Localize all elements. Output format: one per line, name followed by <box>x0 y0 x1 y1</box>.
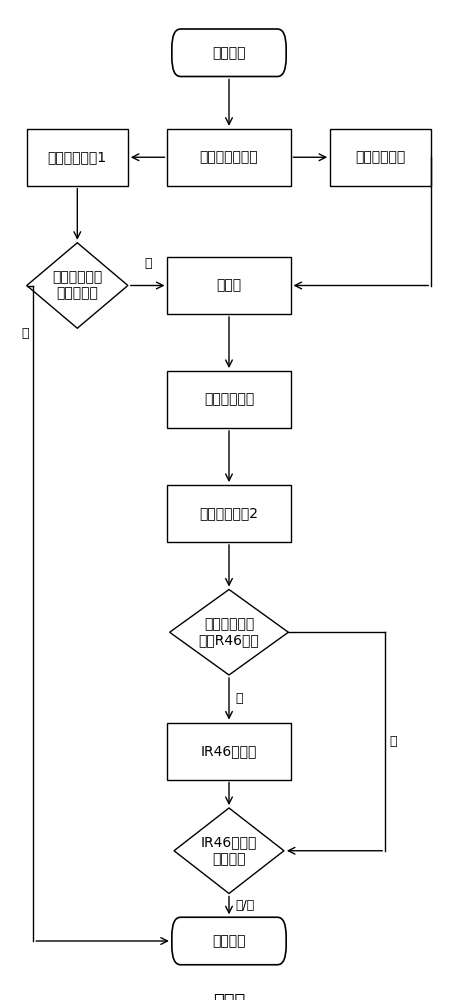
Text: 结束试验: 结束试验 <box>212 934 246 948</box>
Bar <box>168 371 290 428</box>
Text: 流程图: 流程图 <box>213 993 245 1000</box>
Text: IR46电能表
是否合格: IR46电能表 是否合格 <box>201 836 257 866</box>
Text: 开始试验: 开始试验 <box>212 46 246 60</box>
Polygon shape <box>27 243 128 328</box>
Text: 功率源输出电压: 功率源输出电压 <box>200 150 258 164</box>
Bar <box>330 129 431 186</box>
Text: 是: 是 <box>144 257 152 270</box>
Text: 否: 否 <box>22 327 29 340</box>
Text: IR46电能表: IR46电能表 <box>201 744 257 758</box>
Bar <box>27 129 128 186</box>
Bar <box>168 485 290 542</box>
Text: 功率源输出电
压是否正常: 功率源输出电 压是否正常 <box>52 270 103 301</box>
Text: 主控器: 主控器 <box>217 278 241 292</box>
Bar <box>168 722 290 780</box>
Bar <box>168 129 290 186</box>
Text: 是/否: 是/否 <box>235 899 255 912</box>
Text: 电压跌落电路: 电压跌落电路 <box>204 392 254 406</box>
FancyBboxPatch shape <box>172 917 286 965</box>
Text: 电压采集电路1: 电压采集电路1 <box>48 150 107 164</box>
Bar <box>168 257 290 314</box>
Polygon shape <box>174 808 284 894</box>
Text: 过零检测电路: 过零检测电路 <box>355 150 406 164</box>
Text: 电压采样电路2: 电压采样电路2 <box>200 506 258 520</box>
Polygon shape <box>169 589 289 675</box>
FancyBboxPatch shape <box>172 29 286 77</box>
Text: 否: 否 <box>389 735 397 748</box>
Text: 电压波形是否
符合R46标准: 电压波形是否 符合R46标准 <box>199 617 259 647</box>
Text: 是: 是 <box>235 692 243 705</box>
